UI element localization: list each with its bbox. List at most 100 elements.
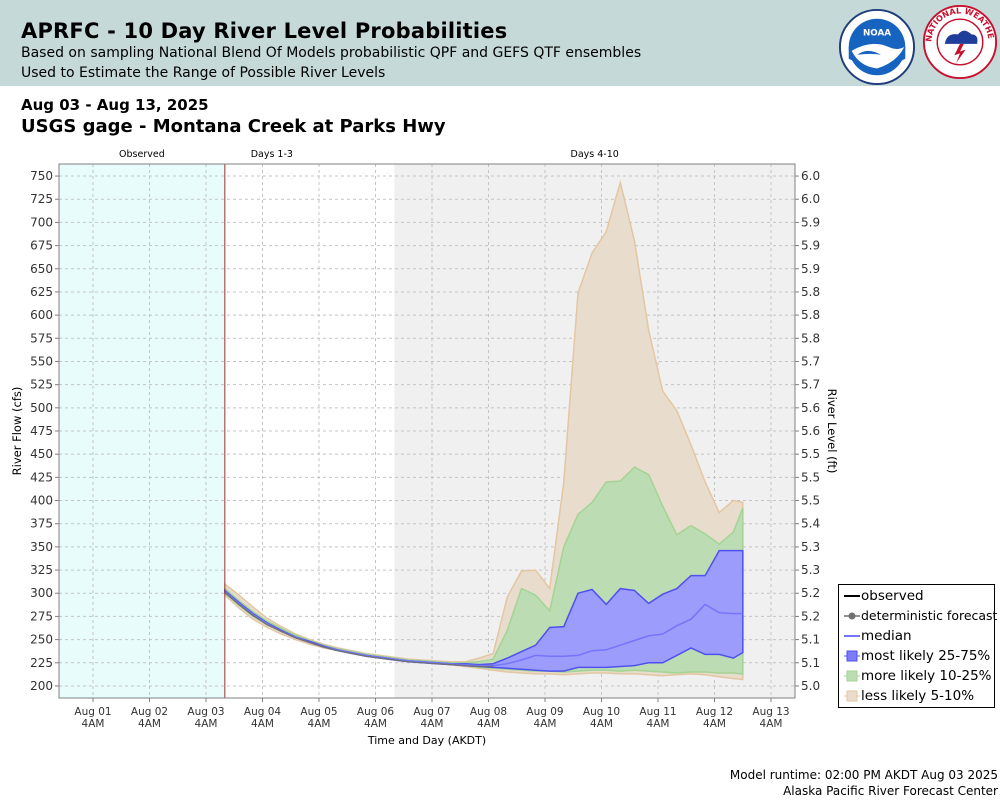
right-tick-label: 5.0 [801,679,820,693]
y-tick-label: 500 [30,401,53,415]
right-tick-label: 5.7 [801,378,820,392]
x-tick-time-label: 4AM [195,718,218,730]
x-tick-day-label: Aug 11 [639,706,676,718]
river-probability-chart: 200 225 250 275 300 325 350 375 400 425 450 475 500 5… [10,149,839,747]
right-tick-label: 5.3 [801,563,820,577]
right-tick-label: 5.1 [801,656,820,670]
x-tick-time-label: 4AM [82,718,105,730]
period-label: Days 1-3 [251,149,293,160]
y-tick-label: 625 [30,285,53,299]
x-tick-time-label: 4AM [760,718,783,730]
x-tick-time-label: 4AM [251,718,274,730]
page-title: APRFC - 10 Day River Level Probabilities [21,19,508,43]
date-range: Aug 03 - Aug 13, 2025 [21,96,209,114]
y-tick-label: 425 [30,470,53,484]
x-tick-time-label: 4AM [477,718,500,730]
y-tick-label: 650 [30,262,53,276]
right-tick-label: 5.7 [801,354,820,368]
right-tick-label: 5.8 [801,308,820,322]
noaa-logo[interactable]: NOAA [838,8,916,86]
x-tick-day-label: Aug 09 [526,706,563,718]
forecast-lines [224,164,743,698]
y-tick-label: 600 [30,308,53,322]
right-tick-label: 5.5 [801,447,820,461]
axes: 200 225 250 275 300 325 350 375 400 425 450 475 500 5… [30,169,820,730]
band-5-10-swatch-icon [844,690,860,702]
right-tick-label: 5.9 [801,215,820,229]
forecast-center: Alaska Pacific River Forecast Center [783,784,998,798]
header-subtitle-1: Based on sampling National Blend Of Mode… [21,45,642,61]
legend-label-25-75: most likely 25-75% [861,648,991,664]
legend-label-5-10: less likely 5-10% [861,688,975,704]
legend-item-observed: observed [839,586,994,606]
y-tick-label: 475 [30,424,53,438]
right-tick-label: 5.9 [801,262,820,276]
deterministic-forecast-line [224,591,494,668]
y-tick-label: 400 [30,494,53,508]
right-tick-label: 5.2 [801,586,820,600]
right-tick-label: 5.6 [801,401,820,415]
y-tick-label: 350 [30,540,53,554]
x-tick-day-label: Aug 08 [470,706,507,718]
x-tick-day-label: Aug 07 [413,706,450,718]
legend-item-deterministic: deterministic forecast [839,606,997,626]
right-tick-label: 5.8 [801,285,820,299]
right-tick-label: 6.0 [801,192,820,206]
header-banner: APRFC - 10 Day River Level Probabilities… [0,0,1000,86]
y-axis-label-right: River Level (ft) [825,389,839,474]
x-tick-day-label: Aug 13 [752,706,789,718]
y-axis-label-left: River Flow (cfs) [10,387,24,476]
legend-item-median: median [839,626,994,646]
y-tick-label: 200 [30,679,53,693]
x-tick-day-label: Aug 12 [696,706,733,718]
legend-label-observed: observed [861,588,924,604]
period-label: Observed [119,149,165,160]
y-tick-label: 675 [30,239,53,253]
deterministic-line-icon [844,612,860,620]
x-tick-day-label: Aug 10 [583,706,620,718]
x-tick-day-label: Aug 05 [300,706,337,718]
legend-item-5-10: less likely 5-10% [839,686,994,706]
right-tick-label: 5.9 [801,239,820,253]
y-tick-label: 550 [30,354,53,368]
header-subtitle-2: Used to Estimate the Range of Possible R… [21,65,386,81]
x-tick-time-label: 4AM [138,718,161,730]
chart-legend: observed deterministic forecast median m… [838,584,997,708]
legend-label-median: median [861,628,912,644]
y-tick-label: 575 [30,331,53,345]
y-tick-label: 300 [30,586,53,600]
median-line-icon [844,635,860,637]
right-tick-label: 5.6 [801,424,820,438]
observed-line-icon [844,595,860,597]
right-tick-label: 5.5 [801,470,820,484]
y-tick-label: 450 [30,447,53,461]
x-tick-day-label: Aug 01 [74,706,111,718]
legend-label-10-25: more likely 10-25% [861,668,992,684]
x-tick-day-label: Aug 03 [187,706,224,718]
x-tick-time-label: 4AM [534,718,557,730]
right-tick-label: 6.0 [801,169,820,183]
gage-name: USGS gage - Montana Creek at Parks Hwy [21,116,446,137]
x-tick-day-label: Aug 06 [357,706,395,718]
band-25-75-swatch-icon [844,650,860,662]
x-tick-day-label: Aug 04 [244,706,282,718]
period-label: Days 4-10 [571,149,619,160]
x-tick-time-label: 4AM [703,718,726,730]
right-tick-label: 5.2 [801,609,820,623]
y-tick-label: 375 [30,517,53,531]
nws-logo[interactable]: NATIONAL WEATHER SERVICE [922,4,998,80]
x-tick-day-label: Aug 02 [131,706,168,718]
y-tick-label: 525 [30,378,53,392]
right-tick-label: 5.5 [801,494,820,508]
x-tick-time-label: 4AM [364,718,387,730]
legend-item-25-75: most likely 25-75% [839,646,994,666]
x-tick-time-label: 4AM [421,718,444,730]
x-tick-time-label: 4AM [647,718,670,730]
band-10-25-swatch-icon [844,670,860,682]
y-tick-label: 275 [30,609,53,623]
right-tick-label: 5.8 [801,331,820,345]
x-axis-label: Time and Day (AKDT) [367,734,486,747]
period-labels: Observed Days 1-3 Days 4-10 [119,149,619,160]
y-tick-label: 225 [30,656,53,670]
x-tick-time-label: 4AM [308,718,331,730]
